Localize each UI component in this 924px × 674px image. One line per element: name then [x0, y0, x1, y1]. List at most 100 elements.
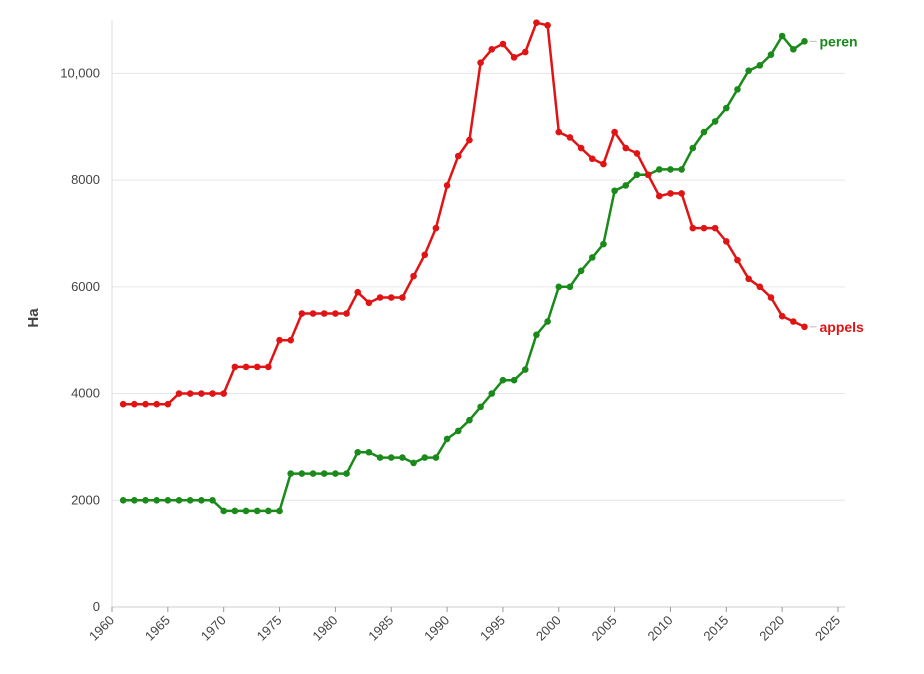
data-point-peren: [119, 496, 127, 504]
data-point-appels: [466, 136, 473, 144]
data-point-appels: [477, 59, 484, 66]
y-tick-labels: 0 2000 4000 6000 8000 10,000: [60, 65, 100, 614]
data-point-appels: [309, 310, 317, 317]
data-point-peren: [365, 448, 373, 456]
series-line-appels: [123, 21, 806, 406]
x-tick-label: 1985: [365, 613, 396, 644]
series-label-peren: peren: [819, 33, 857, 49]
data-point-appels: [253, 363, 261, 371]
data-point-peren: [265, 507, 272, 515]
data-point-appels: [745, 275, 752, 283]
data-point-appels: [577, 144, 585, 152]
data-point-peren: [320, 470, 328, 477]
data-point-peren: [198, 496, 205, 504]
data-point-peren: [566, 283, 574, 291]
data-point-appels: [723, 238, 730, 245]
data-point-peren: [633, 171, 641, 179]
series-line-peren: [123, 34, 806, 513]
data-point-peren: [533, 331, 540, 339]
data-point-peren: [734, 86, 741, 93]
x-tick-label: 2005: [589, 613, 620, 644]
data-point-peren: [544, 318, 551, 325]
data-point-appels: [533, 19, 540, 26]
x-tick-label: 2015: [700, 613, 731, 644]
data-point-appels: [365, 299, 373, 307]
data-point-appels: [756, 283, 764, 291]
data-point-appels: [790, 318, 797, 325]
y-tick-label: 6000: [71, 279, 100, 294]
data-point-appels: [421, 251, 429, 259]
x-tick-label: 1980: [309, 613, 340, 644]
y-tick-label: 10,000: [60, 65, 100, 80]
data-point-appels: [186, 390, 194, 397]
series-label-appels: appels: [819, 319, 864, 335]
series: [119, 19, 808, 515]
data-point-peren: [298, 470, 306, 477]
x-tick-labels: 1960 1965 1970 1975 1980 1985 1990 1995 2000 2005…: [86, 607, 843, 644]
data-point-appels: [611, 128, 618, 136]
data-point-appels: [399, 294, 406, 301]
data-point-peren: [343, 470, 350, 477]
x-tick-label: 1970: [198, 613, 229, 644]
data-point-peren: [611, 187, 618, 195]
data-point-appels: [689, 224, 697, 232]
data-point-appels: [164, 400, 172, 408]
x-tick-label: 2025: [812, 613, 843, 644]
data-point-appels: [142, 400, 149, 408]
data-point-peren: [287, 470, 295, 477]
x-tick-label: 1990: [421, 613, 452, 644]
data-point-peren: [253, 507, 261, 515]
data-point-peren: [466, 416, 473, 424]
data-point-appels: [711, 224, 719, 232]
data-point-appels: [231, 363, 239, 371]
data-point-appels: [209, 390, 216, 397]
data-point-peren: [700, 128, 708, 136]
data-point-peren: [723, 104, 730, 112]
x-tick-label: 2020: [756, 613, 787, 644]
data-point-appels: [667, 190, 674, 197]
data-point-peren: [778, 32, 786, 40]
data-point-appels: [276, 336, 283, 344]
data-point-appels: [131, 400, 138, 408]
y-tick-label: 2000: [71, 492, 100, 507]
data-point-appels: [544, 22, 551, 29]
x-tick-label: 2000: [533, 613, 564, 644]
data-point-peren: [164, 496, 172, 504]
data-point-peren: [309, 470, 317, 477]
x-tick-label: 1975: [254, 613, 285, 644]
data-point-peren: [521, 366, 529, 373]
data-point-peren: [790, 46, 797, 53]
axes: [111, 20, 845, 608]
data-point-appels: [265, 363, 272, 371]
data-point-peren: [153, 496, 160, 504]
data-point-appels: [119, 400, 127, 408]
data-point-appels: [410, 272, 417, 280]
data-point-appels: [767, 294, 775, 301]
data-point-peren: [745, 67, 752, 74]
data-point-peren: [678, 166, 685, 173]
data-point-appels: [644, 171, 652, 179]
data-point-appels: [655, 192, 663, 200]
data-point-peren: [131, 496, 138, 504]
data-point-appels: [175, 390, 183, 397]
data-point-appels: [443, 182, 451, 189]
data-point-peren: [454, 427, 462, 435]
data-point-appels: [198, 390, 205, 397]
data-point-peren: [499, 376, 507, 384]
data-point-appels: [678, 190, 685, 197]
data-point-peren: [432, 454, 440, 461]
data-point-peren: [209, 496, 216, 504]
data-point-appels: [801, 323, 808, 331]
data-point-appels: [354, 288, 362, 296]
data-point-peren: [689, 144, 697, 152]
data-point-peren: [756, 62, 764, 69]
y-tick-label: 8000: [71, 172, 100, 187]
data-point-peren: [488, 390, 496, 397]
data-point-peren: [667, 166, 674, 173]
x-tick-label: 1995: [477, 613, 508, 644]
data-point-appels: [454, 152, 462, 160]
data-point-appels: [499, 40, 507, 48]
data-point-appels: [220, 390, 227, 397]
